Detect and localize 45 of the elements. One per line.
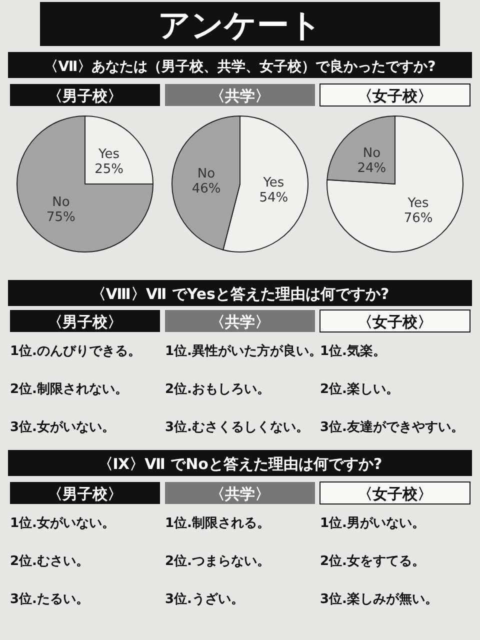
text: 2位.おもしろい。 xyxy=(165,382,270,397)
slice-label: Yes xyxy=(262,175,284,190)
text: アンケート xyxy=(158,6,322,44)
chart-title: 〈女子校〉 xyxy=(358,87,432,105)
text: 2位.楽しい。 xyxy=(320,382,399,397)
text: 〈男子校〉 xyxy=(48,313,122,331)
text: 1位.のんびりできる。 xyxy=(10,344,141,359)
text: 3位.むさくるしくない。 xyxy=(165,420,309,435)
text: 3位.たるい。 xyxy=(10,592,89,607)
text: 〈共学〉 xyxy=(210,485,270,503)
text: 1位.異性がいた方が良い。 xyxy=(165,343,322,359)
text: 〈共学〉 xyxy=(210,313,270,331)
text: 〈Ⅸ〉Ⅶ でNoと答えた理由は何ですか? xyxy=(98,455,382,473)
data-label: 76% xyxy=(404,210,433,226)
text: 3位.うざい。 xyxy=(165,592,244,607)
text: 〈女子校〉 xyxy=(358,313,432,331)
pie-slice xyxy=(326,116,464,252)
text: 2位.つまらない。 xyxy=(165,554,270,569)
data-label: 75% xyxy=(46,210,76,226)
text: 〈女子校〉 xyxy=(358,485,432,503)
data-label: 24% xyxy=(357,161,386,176)
slice-label: Yes xyxy=(406,196,429,211)
text: 〈Ⅷ〉Ⅶ でYesと答えた理由は何ですか? xyxy=(90,285,390,303)
text: 3位.友達ができやすい。 xyxy=(320,420,464,435)
chart-title: 〈男子校〉 xyxy=(48,87,122,105)
slice-label: No xyxy=(362,146,381,162)
text: 3位.女がいない。 xyxy=(10,420,115,435)
text: 1位.男がいない。 xyxy=(320,516,425,531)
pie-slice xyxy=(16,116,154,252)
chart-title: 〈共学〉 xyxy=(210,87,270,105)
text: 1位.女がいない。 xyxy=(10,516,115,531)
text: 2位.むさい。 xyxy=(10,554,89,569)
text: 1位.気楽。 xyxy=(320,344,386,359)
data-label: 25% xyxy=(94,162,124,177)
text: 〈男子校〉 xyxy=(48,485,122,503)
text: 2位.女をすてる。 xyxy=(320,554,425,569)
slice-label: Yes xyxy=(98,146,120,162)
data-label: 54% xyxy=(259,190,288,206)
text: 1位.制限される。 xyxy=(165,516,270,531)
text: 〈Ⅶ〉あなたは（男子校、共学、女子校）で良かったですか? xyxy=(44,58,436,75)
slice-label: No xyxy=(197,166,216,182)
text: 2位.制限されない。 xyxy=(10,382,128,397)
data-label: 46% xyxy=(192,182,221,197)
slice-label: No xyxy=(52,195,70,210)
text: 3位.楽しみが無い。 xyxy=(320,592,438,607)
